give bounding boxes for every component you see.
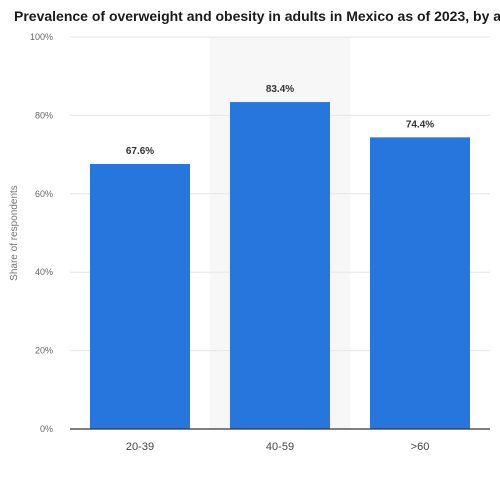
x-tick-label: 20-39 xyxy=(126,441,154,453)
data-label: 74.4% xyxy=(406,119,434,130)
y-tick-label: 0% xyxy=(40,424,53,434)
bar xyxy=(370,137,470,430)
bar xyxy=(230,102,330,430)
y-tick-label: 80% xyxy=(35,110,53,120)
y-tick-label: 100% xyxy=(30,32,53,42)
y-tick-label: 40% xyxy=(35,267,53,277)
y-tick-label: 60% xyxy=(35,189,53,199)
chart-title: Prevalence of overweight and obesity in … xyxy=(14,8,500,24)
x-tick-label: 40-59 xyxy=(266,441,294,453)
bar xyxy=(90,164,190,429)
x-tick-label: >60 xyxy=(411,441,430,453)
y-axis-title: Share of respondents xyxy=(9,185,20,281)
data-label: 83.4% xyxy=(266,84,294,95)
y-tick-label: 20% xyxy=(35,346,53,356)
data-label: 67.6% xyxy=(126,146,154,157)
